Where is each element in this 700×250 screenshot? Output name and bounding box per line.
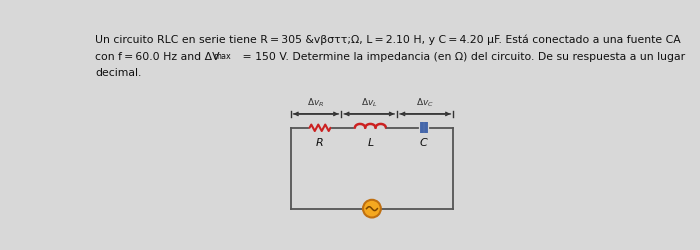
Text: = 150 V. Determine la impedancia (en Ω) del circuito. De su respuesta a un lugar: = 150 V. Determine la impedancia (en Ω) … (239, 52, 685, 62)
Text: Un circuito RLC en serie tiene R = 305 &vβσττ;Ω, L = 2.10 H, y C = 4.20 μF. Está: Un circuito RLC en serie tiene R = 305 &… (95, 34, 681, 45)
Text: max: max (213, 52, 231, 60)
Text: $\Delta v_C$: $\Delta v_C$ (416, 97, 434, 109)
Text: con f = 60.0 Hz and ΔV: con f = 60.0 Hz and ΔV (95, 52, 220, 62)
Text: decimal.: decimal. (95, 68, 141, 78)
Text: $\Delta v_L$: $\Delta v_L$ (361, 97, 377, 109)
Text: R: R (316, 138, 324, 148)
Text: L: L (368, 138, 374, 148)
Text: C: C (420, 138, 428, 148)
Text: $\Delta v_R$: $\Delta v_R$ (307, 97, 325, 109)
Circle shape (363, 200, 381, 218)
